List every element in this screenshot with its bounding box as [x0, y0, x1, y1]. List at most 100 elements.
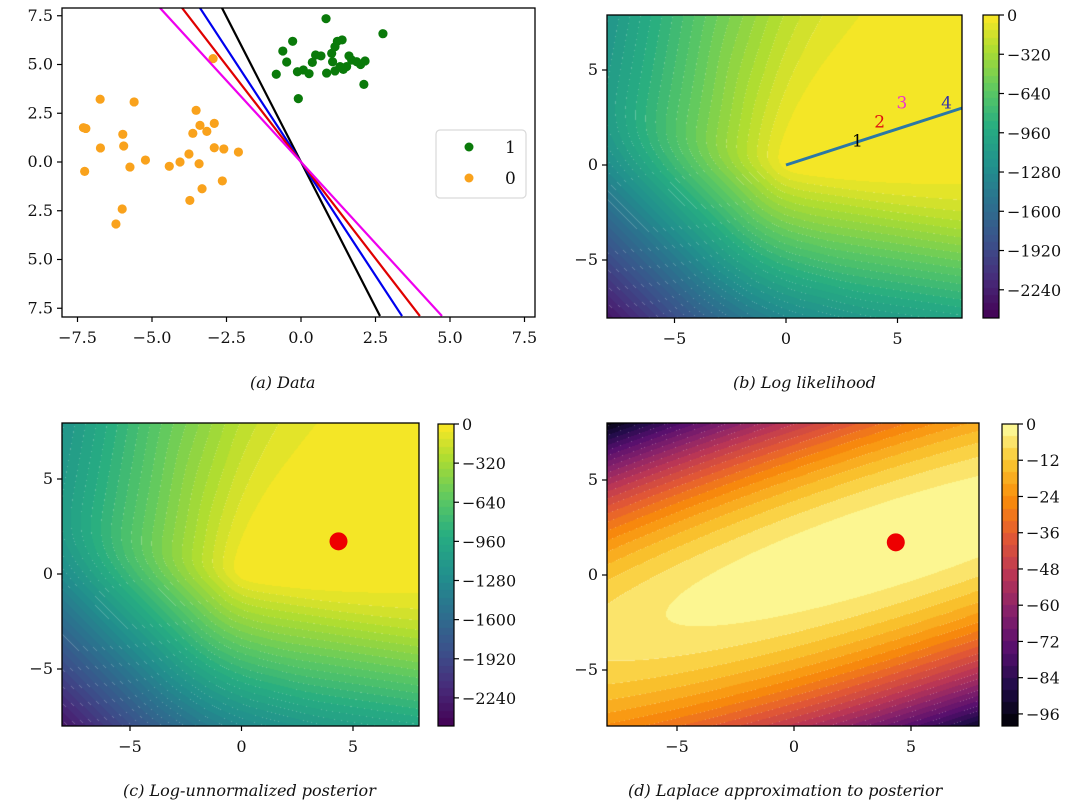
y-tick-label: −5 — [574, 660, 598, 679]
y-tick-label: 0 — [588, 565, 598, 584]
y-tick-label: 5 — [588, 470, 598, 489]
y-tick-label: 5 — [588, 60, 598, 79]
path-step-label: 2 — [874, 112, 885, 132]
x-tick-label: 5 — [892, 329, 902, 348]
data-point — [209, 143, 219, 153]
x-tick-label: −2.5 — [207, 328, 246, 347]
data-point — [188, 128, 198, 138]
map-estimate-point — [886, 533, 905, 552]
x-tick-label: 2.5 — [363, 328, 388, 347]
legend-marker-class-1 — [464, 142, 474, 152]
panel-log-unnormalized-posterior: −5 0 5 5 0 −5 0 −320 −640 −960 −1280 −1600 −1920 −2… — [29, 415, 516, 800]
plot-overlay — [886, 533, 905, 552]
x-axis-ticks: −5 0 5 — [665, 726, 916, 756]
data-point — [316, 51, 326, 61]
data-point — [288, 36, 298, 46]
x-tick-label: 5.0 — [437, 328, 462, 347]
colorbar-gradient — [1002, 424, 1018, 726]
data-point — [322, 68, 332, 78]
data-point — [118, 129, 128, 139]
colorbar-gradient — [438, 424, 454, 726]
colorbar-tick-label: −2240 — [1007, 281, 1061, 300]
colorbar-tick-label: −960 — [462, 532, 506, 551]
y-tick-label: 7.5 — [28, 298, 53, 317]
data-point — [219, 144, 229, 154]
colorbar-tick-label: −84 — [1026, 669, 1060, 688]
x-tick-label: 5 — [906, 737, 916, 756]
data-point — [184, 149, 194, 159]
legend-label-class-0: 0 — [505, 169, 516, 189]
series-class-1 — [271, 14, 388, 104]
laplace-contour-fill — [607, 423, 979, 726]
data-point — [217, 176, 227, 186]
colorbar-tick-label: −24 — [1026, 487, 1060, 506]
colorbar-ticks: 0 −12 −24 −36 −48 −60 −72 −84 −96 — [1018, 415, 1060, 724]
data-point — [337, 35, 347, 45]
data-point — [293, 94, 303, 104]
colorbar-tick-label: −2240 — [462, 689, 516, 708]
x-tick-label: −5.0 — [133, 328, 172, 347]
data-point — [304, 69, 314, 79]
colorbar-tick-label: 0 — [1026, 415, 1036, 434]
data-point — [378, 29, 388, 39]
x-axis-ticks: −7.5 −5.0 −2.5 0.0 2.5 5.0 7.5 — [58, 317, 537, 347]
y-tick-label: −5 — [29, 659, 53, 678]
colorbar-tick-label: 0 — [1007, 6, 1017, 25]
panel-data-scatter: −7.5 −5.0 −2.5 0.0 2.5 5.0 7.5 7.5 5.0 2.5 0.0 2.5… — [28, 6, 538, 392]
data-point — [80, 166, 90, 176]
caption-b: (b) Log likelihood — [733, 373, 876, 392]
path-step-label: 3 — [897, 93, 908, 113]
data-point — [282, 57, 292, 67]
colorbar-tick-label: −640 — [462, 493, 506, 512]
colorbar-tick-label: −72 — [1026, 632, 1060, 651]
panel-laplace-approximation: −5 0 5 5 0 −5 0 −12 −24 −36 −48 −60 −72 −84 −96 (d) … — [574, 415, 1059, 800]
y-tick-label: 2.5 — [28, 103, 53, 122]
x-tick-label: −5 — [118, 737, 142, 756]
legend-box — [435, 129, 527, 199]
data-point — [278, 46, 288, 56]
series-class-0 — [78, 54, 244, 229]
data-point — [209, 118, 219, 128]
data-point — [195, 120, 205, 130]
y-tick-label: 2.5 — [28, 201, 53, 220]
x-tick-label: 0 — [236, 737, 246, 756]
x-tick-label: 5 — [348, 737, 358, 756]
y-tick-label: 0.0 — [28, 152, 53, 171]
data-point — [175, 157, 185, 167]
y-tick-label: 7.5 — [28, 6, 53, 25]
x-tick-label: 0 — [789, 737, 799, 756]
data-point — [164, 161, 174, 171]
data-point — [233, 147, 244, 157]
legend: 1 0 — [435, 129, 527, 199]
data-point — [321, 14, 331, 24]
data-point — [81, 123, 91, 134]
x-tick-label: 0 — [781, 329, 791, 348]
colorbar-tick-label: −36 — [1026, 524, 1060, 543]
data-point — [140, 155, 151, 165]
colorbar-tick-label: −320 — [1007, 45, 1051, 64]
data-point — [119, 141, 129, 151]
colorbar-tick-label: −1600 — [462, 611, 516, 630]
caption-a: (a) Data — [250, 373, 315, 392]
data-point — [125, 162, 135, 172]
data-point — [129, 97, 139, 107]
log-likelihood-contour-fill — [607, 15, 962, 318]
colorbar-tick-label: −60 — [1026, 596, 1060, 615]
colorbar-tick-label: 0 — [462, 415, 472, 434]
boundary-4-line — [159, 8, 443, 317]
path-step-label: 1 — [852, 131, 863, 151]
plot-area — [61, 7, 536, 318]
colorbar-frame — [1001, 423, 1019, 727]
optimization-path-line — [785, 106, 963, 167]
colorbar-tick-label: −96 — [1026, 705, 1060, 724]
data-point — [194, 159, 204, 169]
y-axis-ticks: 7.5 5.0 2.5 0.0 2.5 5.0 7.5 — [28, 6, 62, 317]
map-estimate-point — [329, 532, 348, 551]
posterior-contour-fill — [62, 423, 419, 726]
data-point — [341, 62, 352, 72]
y-tick-label: 5 — [43, 469, 53, 488]
y-tick-label: 5.0 — [28, 250, 53, 269]
data-point — [185, 195, 195, 206]
legend-label-class-1: 1 — [505, 138, 516, 158]
